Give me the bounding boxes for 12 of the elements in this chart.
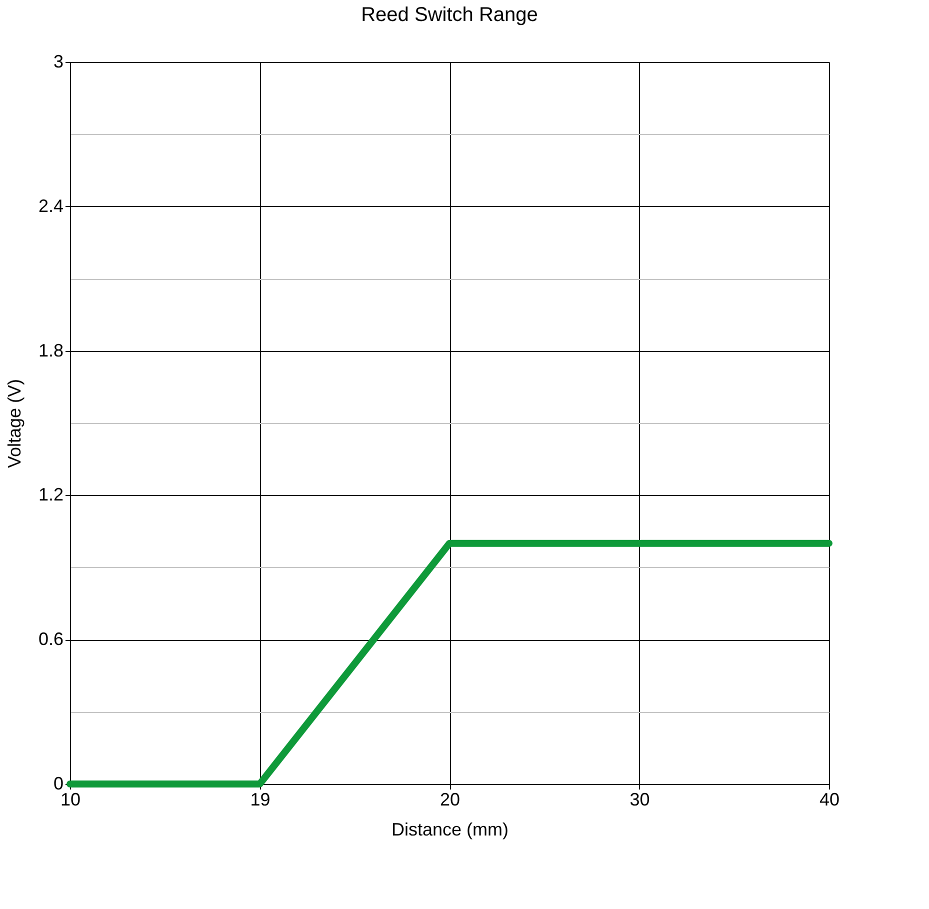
x-tick-label: 40 xyxy=(819,790,840,810)
chart-title: Reed Switch Range xyxy=(361,4,538,26)
x-tick-label: 19 xyxy=(250,790,270,810)
y-tick-label: 1.8 xyxy=(38,340,64,360)
y-tick-label: 3 xyxy=(53,52,64,72)
y-tick-label: 2.4 xyxy=(38,196,64,216)
x-tick-label: 20 xyxy=(440,790,460,810)
x-axis-title: Distance (mm) xyxy=(391,820,509,840)
y-tick-label: 0.6 xyxy=(38,629,64,650)
x-tick-label: 30 xyxy=(630,790,650,810)
y-axis-title: Voltage (V) xyxy=(4,378,24,468)
y-tick-label: 1.2 xyxy=(38,484,64,505)
